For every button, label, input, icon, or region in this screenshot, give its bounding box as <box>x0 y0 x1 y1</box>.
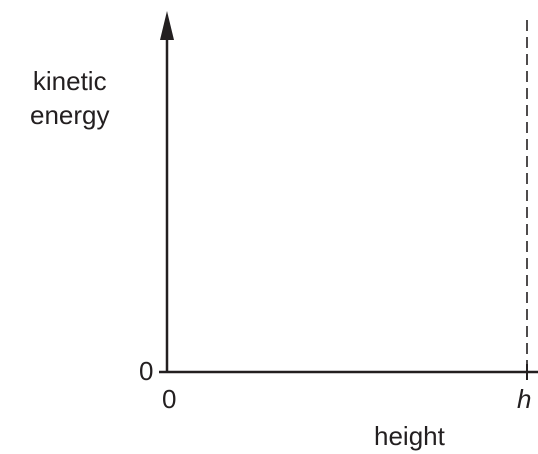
x-axis-label: height <box>374 421 445 451</box>
x-tick-label-0: 0 <box>162 384 177 414</box>
y-axis-label: kinetic energy <box>30 66 110 130</box>
y-axis-arrowhead-icon <box>160 11 174 40</box>
x-tick-label-h: h <box>517 384 532 414</box>
y-tick-label-0: 0 <box>139 356 154 386</box>
